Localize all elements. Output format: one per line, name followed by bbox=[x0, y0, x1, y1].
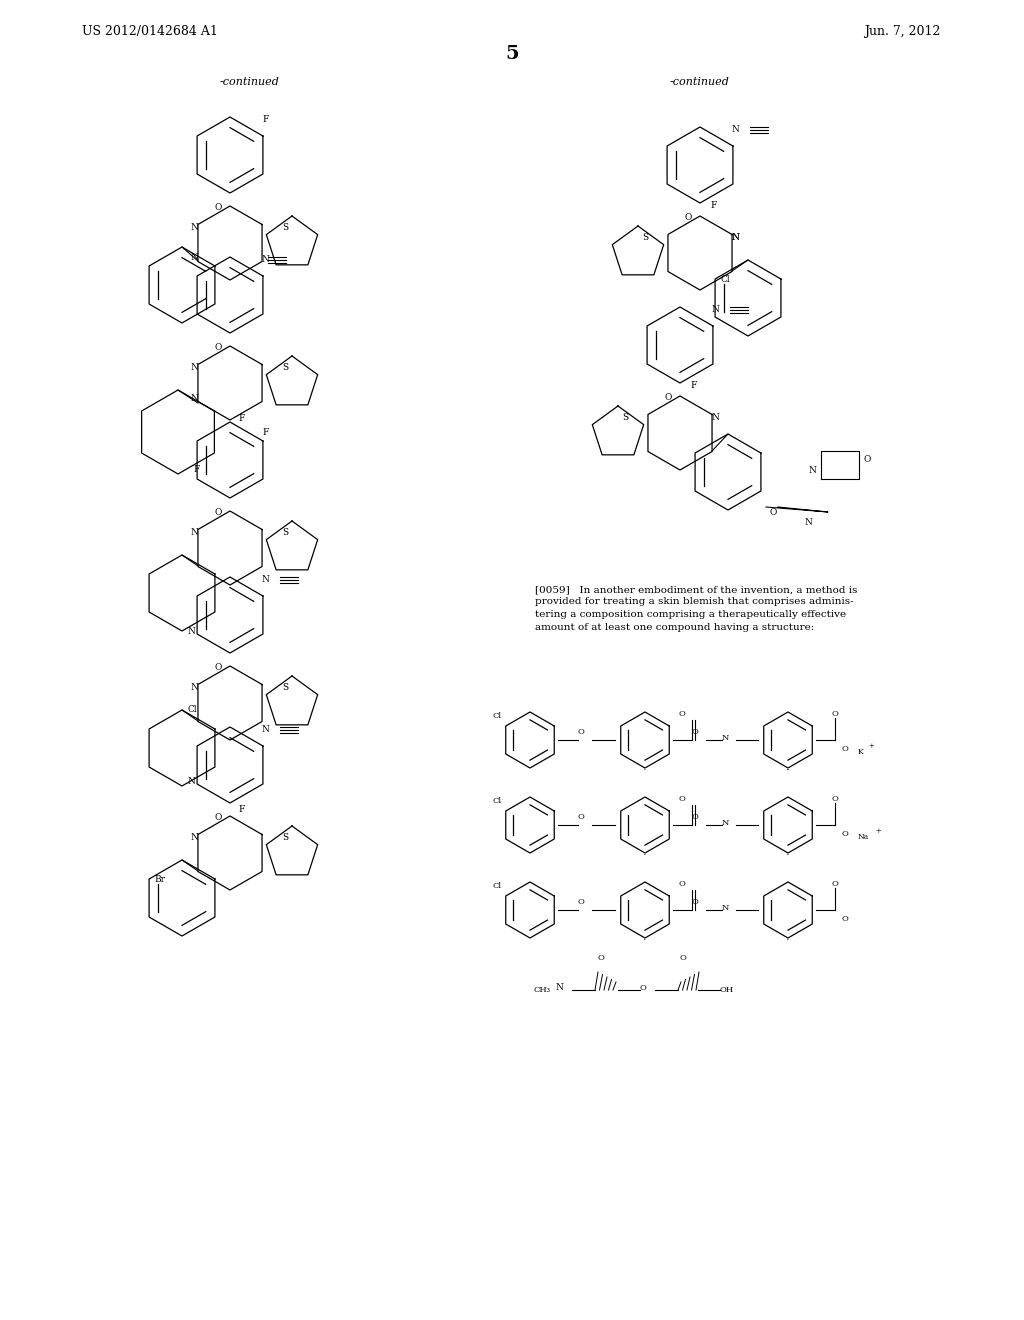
Text: Cl: Cl bbox=[493, 711, 502, 719]
Text: -continued: -continued bbox=[220, 77, 280, 87]
Text: ·: · bbox=[786, 850, 790, 861]
Text: F: F bbox=[262, 429, 268, 437]
Text: O: O bbox=[864, 455, 871, 465]
Text: O: O bbox=[770, 507, 777, 516]
Text: Cl: Cl bbox=[187, 705, 197, 714]
Text: O: O bbox=[214, 343, 221, 352]
Text: ·: · bbox=[786, 766, 790, 775]
Text: N: N bbox=[190, 253, 198, 263]
Text: O: O bbox=[578, 898, 585, 906]
Text: N: N bbox=[187, 627, 195, 635]
Text: N: N bbox=[187, 776, 195, 785]
Text: O: O bbox=[214, 203, 221, 213]
Text: S: S bbox=[282, 528, 288, 537]
Text: O: O bbox=[831, 710, 839, 718]
Text: N: N bbox=[712, 305, 720, 314]
Text: O: O bbox=[640, 983, 647, 993]
Text: F: F bbox=[710, 202, 717, 210]
Text: N: N bbox=[262, 726, 270, 734]
Text: O: O bbox=[831, 795, 839, 803]
Text: N: N bbox=[555, 983, 563, 993]
Text: ·: · bbox=[643, 766, 647, 775]
Text: S: S bbox=[282, 223, 288, 232]
Text: O: O bbox=[842, 830, 849, 838]
Text: O: O bbox=[678, 795, 685, 803]
Text: Cl: Cl bbox=[493, 797, 502, 805]
Text: O: O bbox=[680, 954, 687, 962]
Text: O: O bbox=[214, 663, 221, 672]
Text: O: O bbox=[214, 813, 221, 822]
Text: N: N bbox=[722, 818, 729, 828]
Text: F: F bbox=[690, 381, 696, 391]
Text: N: N bbox=[722, 734, 729, 742]
Text: N: N bbox=[722, 904, 729, 912]
Text: N: N bbox=[804, 517, 812, 527]
Text: Cl: Cl bbox=[720, 275, 730, 284]
Text: Jun. 7, 2012: Jun. 7, 2012 bbox=[863, 25, 940, 38]
Text: N: N bbox=[732, 234, 740, 243]
Text: S: S bbox=[642, 234, 648, 243]
Text: Na: Na bbox=[858, 833, 869, 841]
Text: O: O bbox=[214, 508, 221, 517]
Text: O: O bbox=[678, 880, 685, 888]
Text: OH: OH bbox=[720, 986, 734, 994]
Text: O: O bbox=[678, 710, 685, 718]
Text: +: + bbox=[874, 828, 881, 836]
Text: N: N bbox=[712, 413, 720, 422]
Text: S: S bbox=[282, 684, 288, 693]
Text: F: F bbox=[194, 466, 200, 474]
Text: N: N bbox=[190, 363, 198, 372]
Text: O: O bbox=[842, 915, 849, 923]
Text: -continued: -continued bbox=[670, 77, 730, 87]
Text: ·: · bbox=[786, 766, 790, 775]
Text: N: N bbox=[190, 223, 198, 232]
Text: S: S bbox=[282, 833, 288, 842]
Text: F: F bbox=[238, 414, 245, 424]
Text: ·: · bbox=[643, 850, 647, 861]
Text: S: S bbox=[622, 413, 628, 422]
Text: O: O bbox=[598, 954, 605, 962]
Text: N: N bbox=[808, 466, 816, 474]
Text: N: N bbox=[732, 234, 740, 243]
Text: O: O bbox=[692, 813, 698, 821]
Text: ·: · bbox=[786, 935, 790, 945]
Text: N: N bbox=[190, 528, 198, 537]
Text: +: + bbox=[868, 742, 873, 750]
Text: Cl: Cl bbox=[493, 882, 502, 890]
Text: US 2012/0142684 A1: US 2012/0142684 A1 bbox=[82, 25, 218, 38]
Text: ·: · bbox=[643, 935, 647, 945]
Text: O: O bbox=[692, 729, 698, 737]
Text: Br: Br bbox=[154, 874, 165, 883]
Text: O: O bbox=[692, 898, 698, 906]
Text: O: O bbox=[842, 744, 849, 752]
Text: N: N bbox=[190, 833, 198, 842]
Text: K: K bbox=[858, 748, 864, 756]
Text: [0059]   In another embodiment of the invention, a method is
provided for treati: [0059] In another embodiment of the inve… bbox=[535, 585, 857, 631]
Text: F: F bbox=[262, 116, 268, 124]
Text: N: N bbox=[262, 256, 270, 264]
Text: N: N bbox=[732, 125, 740, 135]
Text: O: O bbox=[665, 393, 672, 403]
Text: O: O bbox=[684, 213, 691, 222]
Text: O: O bbox=[578, 729, 585, 737]
Text: CH₃: CH₃ bbox=[534, 986, 550, 994]
Text: O: O bbox=[831, 880, 839, 888]
Text: O: O bbox=[578, 813, 585, 821]
Text: N: N bbox=[190, 684, 198, 693]
Text: N: N bbox=[262, 576, 270, 585]
Text: S: S bbox=[282, 363, 288, 372]
Text: N: N bbox=[190, 393, 198, 403]
Text: 5: 5 bbox=[505, 45, 519, 63]
Text: F: F bbox=[238, 805, 245, 814]
